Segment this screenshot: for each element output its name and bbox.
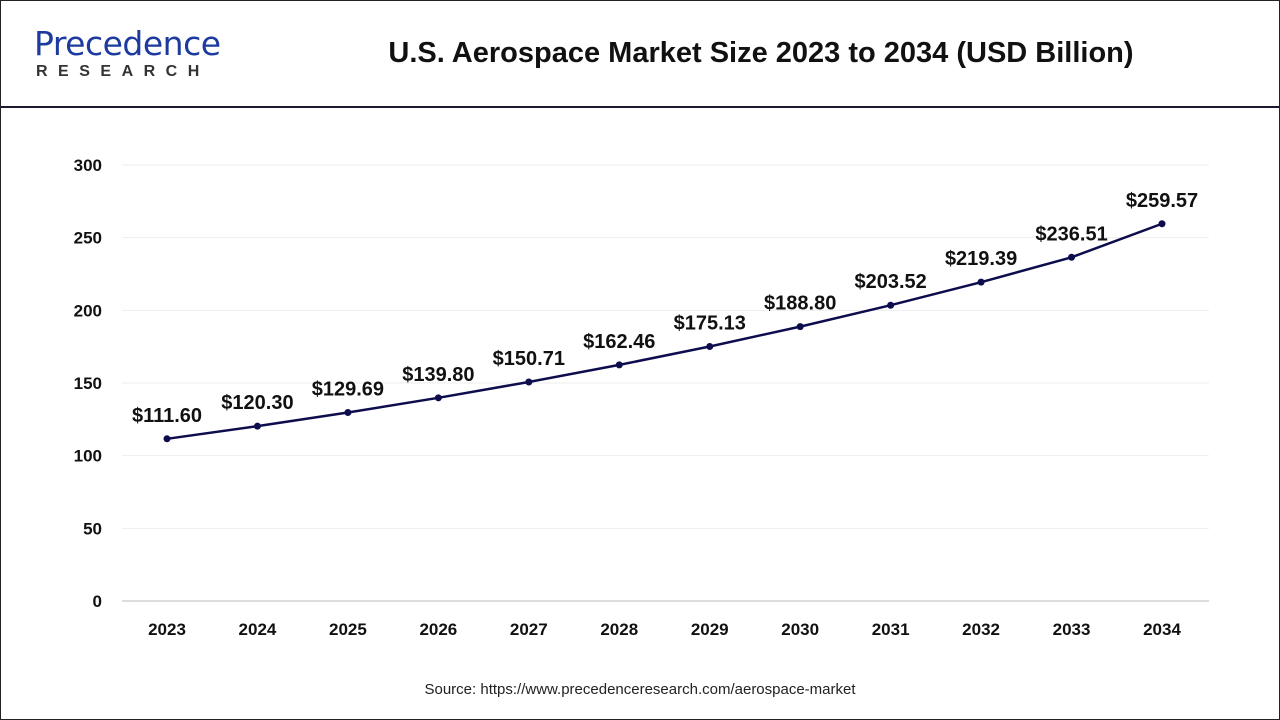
data-point (163, 435, 171, 443)
data-point (615, 361, 623, 369)
x-tick-label: 2025 (329, 620, 367, 639)
data-label: $162.46 (583, 331, 655, 353)
y-tick-label: 50 (83, 519, 102, 538)
x-tick-label: 2030 (781, 620, 819, 639)
header: Precedence RESEARCH U.S. Aerospace Marke… (1, 1, 1279, 108)
source-text: Source: https://www.precedenceresearch.c… (424, 681, 856, 698)
data-point (977, 278, 985, 286)
data-label: $139.80 (402, 364, 474, 386)
x-tick-label: 2028 (600, 620, 638, 639)
y-tick-label: 100 (74, 447, 102, 466)
logo: Precedence RESEARCH (34, 27, 221, 81)
data-label: $150.71 (493, 348, 565, 370)
x-tick-label: 2033 (1053, 620, 1091, 639)
x-tick-label: 2027 (510, 620, 548, 639)
data-label: $236.51 (1035, 223, 1107, 245)
data-label: $111.60 (132, 405, 202, 427)
data-point (253, 422, 261, 430)
y-tick-label: 150 (74, 374, 102, 393)
data-label: $203.52 (854, 271, 926, 293)
data-point (434, 394, 442, 402)
y-tick-label: 200 (74, 301, 102, 320)
data-point (1068, 253, 1076, 261)
series-line (166, 222, 1163, 441)
logo-main-text: Precedence (34, 24, 221, 63)
data-label: $188.80 (764, 293, 836, 315)
data-point (1158, 220, 1166, 228)
x-tick-label: 2031 (872, 620, 910, 639)
x-tick-label: 2026 (419, 620, 457, 639)
data-point (796, 323, 804, 331)
data-label: $129.69 (312, 379, 384, 401)
data-label: $120.30 (221, 392, 293, 414)
data-point (706, 342, 714, 350)
data-point (525, 378, 533, 386)
y-tick-label: 300 (74, 156, 102, 175)
logo-sub-text: RESEARCH (36, 63, 210, 80)
x-tick-label: 2023 (148, 620, 186, 639)
x-tick-label: 2034 (1143, 620, 1181, 639)
y-tick-label: 0 (93, 592, 102, 611)
data-label: $259.57 (1126, 190, 1198, 212)
chart-title: U.S. Aerospace Market Size 2023 to 2034 … (388, 37, 1134, 69)
data-point (344, 409, 352, 417)
data-label: $219.39 (945, 248, 1017, 270)
data-label: $175.13 (674, 312, 746, 334)
y-tick-label: 250 (74, 229, 102, 248)
x-tick-label: 2029 (691, 620, 729, 639)
x-tick-label: 2024 (239, 620, 277, 639)
data-point (887, 301, 895, 309)
x-tick-label: 2032 (962, 620, 1000, 639)
